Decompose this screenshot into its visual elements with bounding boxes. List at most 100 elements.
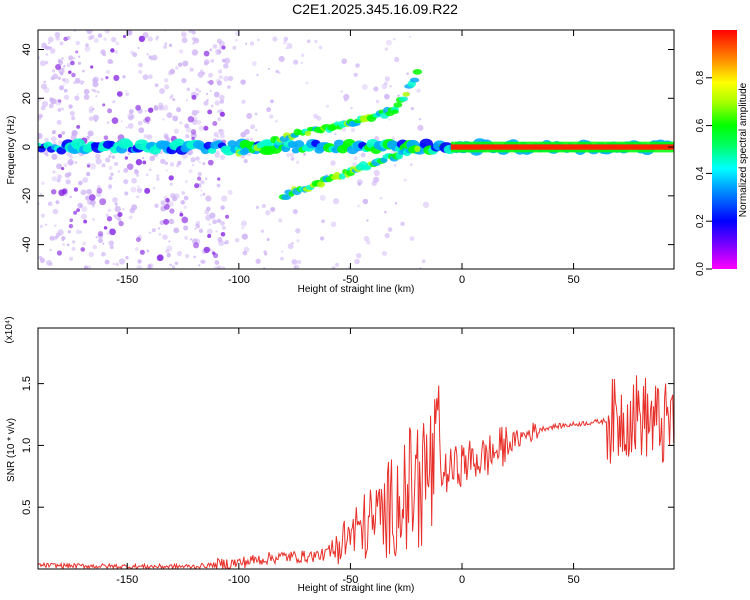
noise-dot (38, 98, 42, 102)
noise-dot (291, 242, 294, 245)
noise-dot (88, 116, 94, 121)
noise-dot (249, 41, 255, 46)
noise-dot (202, 162, 206, 166)
noise-dot (263, 250, 267, 254)
noise-dot (219, 111, 225, 117)
noise-dot (185, 126, 192, 133)
noise-dot (330, 221, 337, 228)
noise-dot (194, 227, 197, 230)
y-tick-label: 20 (21, 92, 33, 104)
noise-dot (386, 39, 392, 46)
x-tick-label: -100 (228, 274, 250, 286)
y-tick-label: -40 (21, 237, 33, 253)
noise-dot (163, 45, 167, 49)
noise-dot (155, 37, 159, 41)
noise-dot (72, 56, 76, 60)
noise-dot (61, 78, 66, 82)
noise-dot (363, 235, 370, 242)
noise-dot (176, 107, 182, 113)
noise-dot (234, 38, 238, 42)
noise-dot (245, 42, 248, 45)
noise-dot (351, 128, 356, 133)
noise-dot (162, 118, 165, 121)
noise-dot (250, 137, 253, 141)
upper-branch-blob (409, 77, 420, 83)
noise-dot (50, 98, 57, 105)
noise-dot (223, 63, 229, 69)
noise-dot (66, 243, 70, 247)
noise-dot (63, 94, 70, 100)
noise-dot (91, 217, 95, 221)
noise-dot (174, 261, 179, 265)
noise-dot (243, 159, 248, 164)
noise-dot (278, 55, 285, 62)
noise-dot (257, 38, 260, 42)
noise-dot (146, 121, 150, 125)
noise-dot (103, 226, 108, 230)
noise-dot (68, 55, 74, 61)
x-tick-label: 50 (567, 574, 579, 586)
noise-dot (101, 163, 106, 168)
noise-dot (195, 156, 200, 161)
noise-dot (137, 46, 140, 50)
noise-dot (136, 187, 143, 194)
noise-dot (184, 123, 189, 129)
noise-dot (353, 156, 358, 161)
noise-dot (188, 30, 193, 34)
noise-dot (48, 103, 54, 109)
noise-dot (216, 38, 222, 44)
noise-dot (221, 266, 226, 269)
lower-branch-blob (414, 145, 421, 153)
noise-dot (203, 125, 209, 131)
noise-dot (207, 234, 212, 239)
noise-dot (255, 258, 261, 264)
noise-dot (63, 163, 68, 168)
x-tick-label: -50 (342, 574, 358, 586)
noise-dot (65, 179, 71, 185)
noise-dot (148, 55, 152, 59)
noise-dot (164, 204, 170, 210)
noise-dot (286, 152, 291, 158)
noise-dot (173, 227, 180, 234)
noise-dot (246, 112, 253, 119)
noise-dot (306, 39, 311, 44)
noise-dot (168, 175, 174, 181)
noise-dot (95, 236, 98, 239)
noise-dot (191, 94, 197, 100)
noise-dot (84, 46, 91, 52)
noise-dot (361, 84, 368, 91)
noise-dot (373, 86, 379, 92)
noise-dot (122, 34, 127, 39)
noise-dot (281, 250, 284, 253)
noise-dot (164, 161, 169, 165)
noise-dot (208, 72, 214, 78)
x-tick-label: 0 (459, 274, 465, 286)
noise-dot (181, 37, 188, 44)
noise-dot (286, 43, 293, 49)
band-blob (291, 147, 300, 154)
upper-branch-blob (391, 109, 399, 115)
noise-dot (68, 70, 72, 74)
noise-dot (410, 107, 414, 111)
noise-dot (191, 49, 199, 56)
noise-dot (47, 201, 53, 207)
noise-dot (217, 117, 222, 122)
noise-dot (50, 189, 57, 195)
noise-dot (147, 107, 154, 113)
noise-dot (215, 230, 218, 233)
noise-dot (417, 124, 424, 131)
noise-dot (381, 250, 388, 256)
noise-dot (51, 69, 56, 73)
noise-dot (340, 90, 343, 93)
noise-dot (111, 117, 119, 124)
noise-dot (372, 176, 380, 183)
snr-ylabel: SNR (10 * v/v) (6, 418, 17, 482)
page-title: C2E1.2025.345.16.09.R22 (292, 1, 458, 17)
noise-dot (166, 245, 173, 252)
colorbar-tick-label: 0.0 (695, 262, 706, 276)
noise-dot (255, 205, 260, 210)
noise-dot (110, 48, 115, 53)
noise-dot (136, 174, 139, 177)
noise-dot (384, 81, 388, 86)
noise-dot (196, 119, 202, 125)
